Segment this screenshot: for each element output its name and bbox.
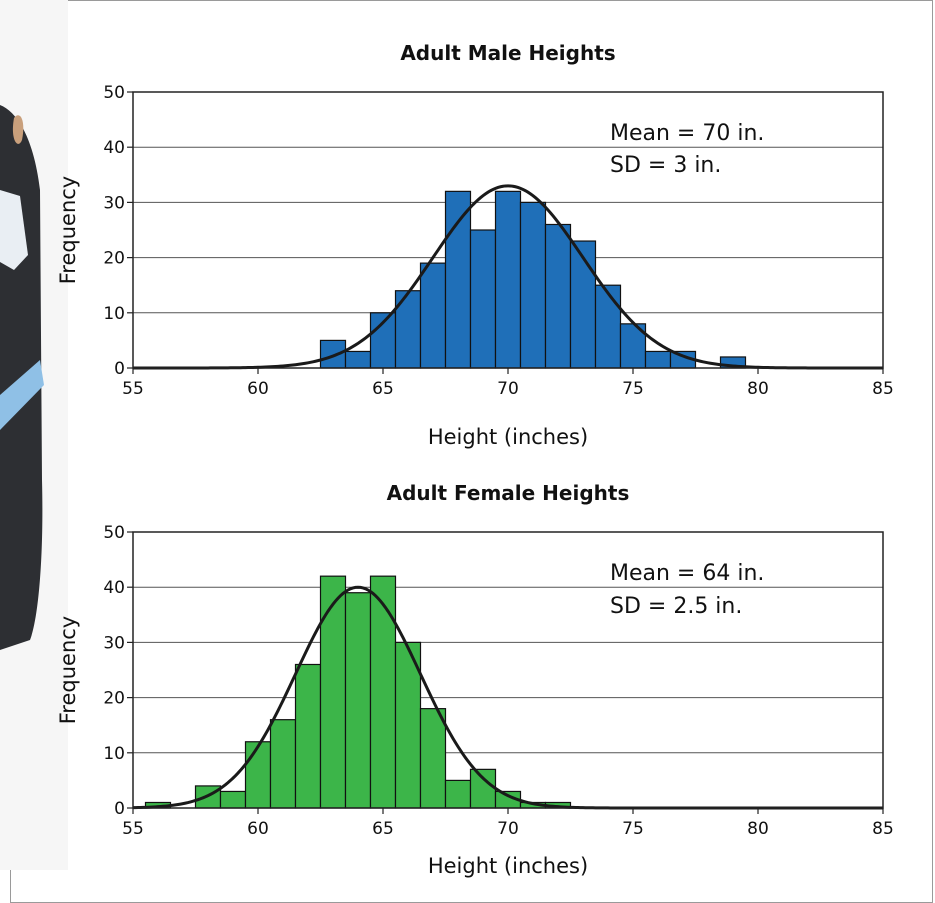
chart-male-bar bbox=[569, 240, 597, 369]
chart-female-mean-annotation: Mean = 64 in. bbox=[610, 561, 764, 586]
chart-male-bar bbox=[419, 262, 447, 369]
chart-female-bar bbox=[219, 790, 247, 809]
chart-female-bar bbox=[244, 741, 272, 809]
chart-female-title: Adult Female Heights bbox=[387, 481, 630, 505]
chart-male-xtick-label: 80 bbox=[747, 379, 769, 399]
chart-male-xtick-label: 60 bbox=[247, 379, 269, 399]
chart-male-ytick-label: 0 bbox=[114, 359, 125, 379]
chart-male-ytick-label: 30 bbox=[103, 193, 125, 213]
chart-male-xlabel: Height (inches) bbox=[428, 425, 588, 449]
chart-male-bar bbox=[444, 190, 472, 369]
chart-female-sd-annotation: SD = 2.5 in. bbox=[610, 594, 742, 619]
chart-male-ylabel: Frequency bbox=[56, 176, 80, 285]
chart-male-bar bbox=[319, 339, 347, 369]
chart-male-sd-annotation: SD = 3 in. bbox=[610, 153, 721, 178]
chart-male-bar bbox=[544, 223, 572, 369]
chart-female-xtick-label: 85 bbox=[872, 819, 894, 839]
chart-female-ylabel: Frequency bbox=[56, 616, 80, 725]
chart-female-bar bbox=[294, 663, 322, 809]
chart-male-ytick-label: 20 bbox=[103, 249, 125, 269]
chart-female-bar bbox=[394, 641, 422, 809]
chart-male-bar bbox=[494, 190, 522, 369]
chart-female-bar bbox=[419, 708, 447, 809]
chart-female-ytick-label: 40 bbox=[103, 578, 125, 598]
chart-female-bar bbox=[344, 592, 372, 809]
chart-female-xtick-label: 80 bbox=[747, 819, 769, 839]
chart-male-ytick-label: 40 bbox=[103, 138, 125, 158]
chart-female-ytick-label: 30 bbox=[103, 633, 125, 653]
chart-male-bar bbox=[594, 284, 622, 369]
person-photo bbox=[0, 0, 68, 870]
chart-female-bar bbox=[469, 768, 497, 809]
chart-male-xtick-label: 65 bbox=[372, 379, 394, 399]
chart-male-bar bbox=[519, 201, 547, 369]
chart-female-bar bbox=[444, 779, 472, 809]
chart-male-bar bbox=[469, 229, 497, 369]
chart-female-ytick-label: 10 bbox=[103, 744, 125, 764]
chart-female-xtick-label: 70 bbox=[497, 819, 519, 839]
chart-male: Adult Male Heights 0 10 20 30 40 50 55 60 65 70 7… bbox=[56, 41, 894, 449]
chart-female-xlabel: Height (inches) bbox=[428, 854, 588, 878]
chart-female-xtick-label: 75 bbox=[622, 819, 644, 839]
chart-female-xtick-label: 60 bbox=[247, 819, 269, 839]
chart-male-ytick-label: 50 bbox=[103, 83, 125, 103]
chart-female-ytick-label: 20 bbox=[103, 689, 125, 709]
chart-male-xtick-label: 55 bbox=[122, 379, 144, 399]
chart-male-xtick-label: 75 bbox=[622, 379, 644, 399]
chart-female-ytick-label: 0 bbox=[114, 799, 125, 819]
chart-female-xtick-label: 55 bbox=[122, 819, 144, 839]
chart-female-bar bbox=[269, 719, 297, 809]
chart-female-xtick-label: 65 bbox=[372, 819, 394, 839]
chart-male-ytick-label: 10 bbox=[103, 304, 125, 324]
chart-male-mean-annotation: Mean = 70 in. bbox=[610, 121, 764, 146]
chart-female-bar bbox=[319, 575, 347, 809]
chart-male-xtick-label: 70 bbox=[497, 379, 519, 399]
chart-male-xtick-label: 85 bbox=[872, 379, 894, 399]
chart-male-bar bbox=[644, 350, 672, 369]
chart-female: Adult Female Heights 0 10 20 30 40 50 55 60 65 7… bbox=[56, 481, 894, 878]
chart-male-title: Adult Male Heights bbox=[400, 41, 615, 65]
chart-female-bar bbox=[369, 575, 397, 809]
chart-male-bar bbox=[344, 350, 372, 369]
chart-female-ytick-label: 50 bbox=[103, 523, 125, 543]
